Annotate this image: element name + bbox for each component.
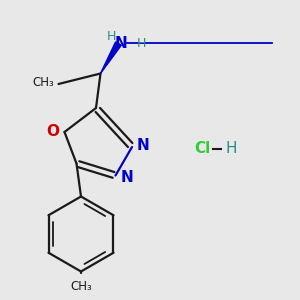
Text: N: N: [137, 138, 150, 153]
Polygon shape: [100, 42, 121, 74]
Text: CH₃: CH₃: [70, 280, 92, 293]
Text: N: N: [121, 170, 133, 185]
Text: CH₃: CH₃: [32, 76, 54, 89]
Text: Cl: Cl: [194, 141, 211, 156]
Text: H: H: [136, 37, 146, 50]
Text: N: N: [115, 36, 127, 51]
Text: H: H: [225, 141, 237, 156]
Text: O: O: [46, 124, 59, 140]
Text: H: H: [106, 29, 116, 43]
